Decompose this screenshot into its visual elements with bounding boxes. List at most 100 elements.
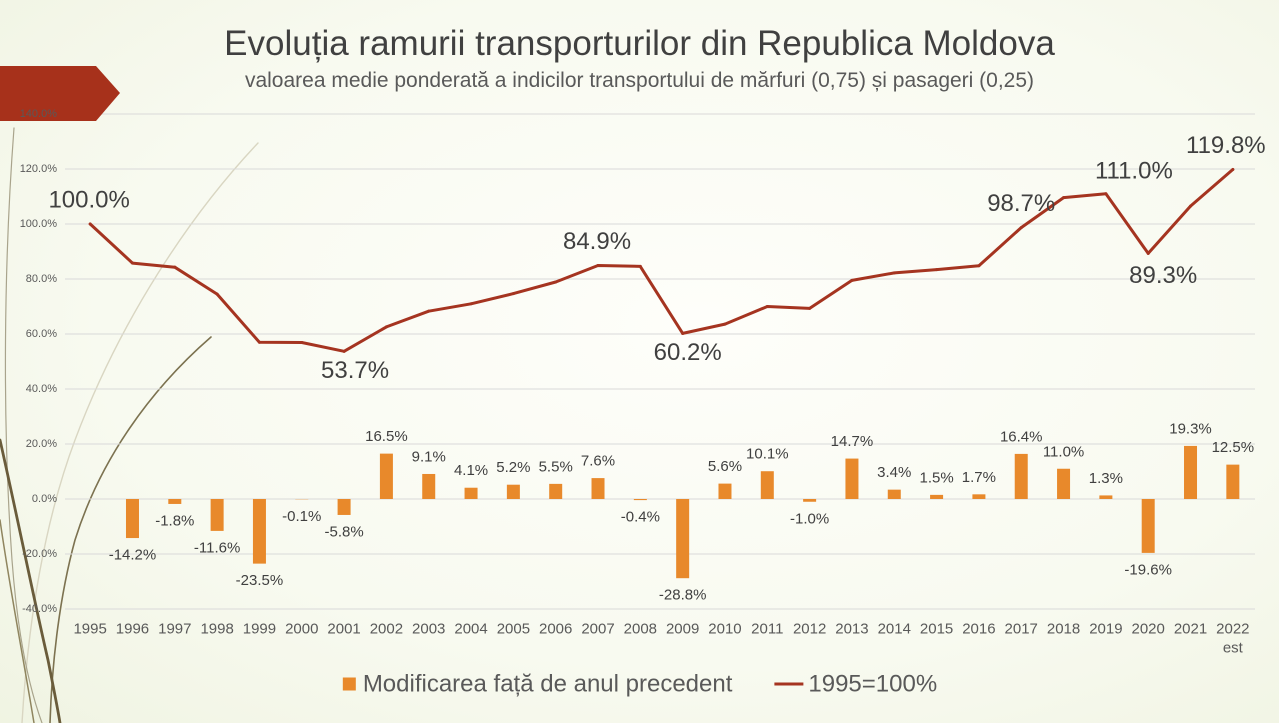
bar-2012 — [803, 499, 817, 502]
line-label-2001: 53.7% — [321, 357, 389, 384]
bar-2006 — [549, 483, 563, 499]
x-tick-label: 2016 — [962, 621, 995, 638]
line-point-1996 — [130, 261, 134, 265]
x-tick-label: 2018 — [1047, 621, 1080, 638]
line-point-2018 — [1062, 196, 1066, 200]
bar-label-2008: -0.4% — [621, 509, 660, 526]
y-tick-label: 100.0% — [20, 218, 58, 230]
x-tick-label: 2012 — [793, 621, 826, 638]
x-tick-label: 2008 — [624, 621, 657, 638]
x-axis: 1995 1996 1997 1998 1999 2000 2001 2002 2003 2004… — [73, 621, 1249, 657]
line-label-2017: 98.7% — [987, 190, 1055, 217]
legend-label-bar: Modificarea față de anul precedent — [363, 671, 733, 698]
x-tick-label: 2002 — [370, 621, 403, 638]
line-point-2009 — [681, 331, 685, 335]
y-tick-label: -20.0% — [22, 548, 57, 560]
line-label-2009: 60.2% — [654, 339, 722, 366]
y-tick-label: 0.0% — [32, 493, 57, 505]
decorative-curve — [0, 438, 62, 723]
line-point-1995 — [88, 222, 92, 226]
x-tick-label: 2005 — [497, 621, 530, 638]
bar-2003 — [422, 473, 436, 499]
bar-1996 — [125, 499, 139, 539]
x-tick-label: 2007 — [581, 621, 614, 638]
x-tick-label: 2019 — [1089, 621, 1122, 638]
bar-label-2014: 3.4% — [877, 464, 911, 481]
bar-label-2019: 1.3% — [1089, 470, 1123, 487]
bar-label-1997: -1.8% — [155, 512, 194, 529]
y-axis: 140.0% 120.0% 100.0% 80.0% 60.0% 40.0% 20.0% 0.… — [20, 108, 58, 615]
line-point-2011 — [765, 305, 769, 308]
line-point-2010 — [723, 322, 727, 326]
decorative-curve — [21, 142, 259, 723]
decorative-curve — [4, 127, 43, 723]
bar-2016 — [972, 494, 986, 499]
bar-2002 — [379, 453, 393, 499]
line-label-1995: 100.0% — [48, 187, 129, 214]
bar-2005 — [506, 484, 520, 499]
legend-label-line: 1995=100% — [808, 671, 937, 698]
x-tick-label: 2001 — [327, 621, 360, 638]
x-tick-label: 2013 — [835, 621, 868, 638]
bar-label-2000: -0.1% — [282, 508, 321, 525]
line-label-2019: 111.0% — [1095, 157, 1173, 184]
line-point-2007 — [596, 264, 600, 268]
line-label-2007: 84.9% — [563, 228, 631, 255]
decorative-curve — [49, 336, 212, 723]
line-point-2004 — [469, 302, 473, 306]
bar-2009 — [676, 499, 690, 579]
line-series — [88, 168, 1235, 353]
bar-2014 — [887, 489, 901, 499]
line-point-2012 — [808, 306, 812, 310]
x-tick-label: 2015 — [920, 621, 953, 638]
x-tick-label: 2010 — [708, 621, 741, 638]
x-tick-label: 1997 — [158, 621, 191, 638]
y-tick-label: 40.0% — [26, 383, 57, 395]
decorative-curve — [0, 519, 35, 723]
bar-label-2002: 16.5% — [365, 428, 408, 445]
bar-2010 — [718, 483, 732, 499]
x-tick-label: 1999 — [243, 621, 276, 638]
line-point-1998 — [215, 292, 219, 296]
bar-2015 — [930, 494, 944, 499]
chart-title: Evoluția ramurii transporturilor din Rep… — [224, 24, 1055, 63]
x-tick-label: 2006 — [539, 621, 572, 638]
line-point-1999 — [257, 340, 261, 344]
bar-label-2004: 4.1% — [454, 462, 488, 479]
bar-label-2021: 19.3% — [1169, 420, 1212, 437]
y-tick-label: 60.0% — [26, 328, 57, 340]
line-point-2008 — [638, 264, 642, 268]
x-tick-label: 1995 — [73, 621, 106, 638]
bar-label-1996: -14.2% — [109, 547, 157, 564]
bar-2004 — [464, 487, 478, 499]
line-point-2005 — [511, 292, 515, 296]
line-point-2022 — [1231, 168, 1235, 172]
line-point-2000 — [300, 341, 304, 345]
line-label-2020: 89.3% — [1129, 262, 1197, 289]
x-tick-label: 2022 — [1216, 621, 1249, 638]
bar-label-2003: 9.1% — [412, 448, 446, 465]
bar-label-2012: -1.0% — [790, 510, 829, 527]
line-point-2014 — [892, 271, 896, 275]
bar-label-2015: 1.5% — [919, 469, 953, 486]
y-tick-label: 140.0% — [20, 108, 58, 120]
bar-series — [125, 445, 1240, 579]
bar-2001 — [337, 499, 351, 515]
line-label-2022: 119.8% — [1186, 132, 1266, 159]
bar-label-1999: -23.5% — [236, 572, 284, 589]
bar-label-2010: 5.6% — [708, 458, 742, 475]
x-tick-note: est — [1223, 640, 1244, 657]
x-tick-label: 2003 — [412, 621, 445, 638]
bar-label-2005: 5.2% — [496, 459, 530, 476]
bar-label-2018: 11.0% — [1043, 443, 1084, 460]
y-tick-label: 80.0% — [26, 273, 57, 285]
line-point-1997 — [173, 265, 177, 269]
bar-2019 — [1099, 495, 1113, 499]
bar-label-1998: -11.6% — [194, 539, 240, 556]
bar-label-2011: 10.1% — [746, 446, 789, 463]
line-point-2013 — [850, 278, 854, 282]
bar-label-2006: 5.5% — [539, 458, 573, 475]
